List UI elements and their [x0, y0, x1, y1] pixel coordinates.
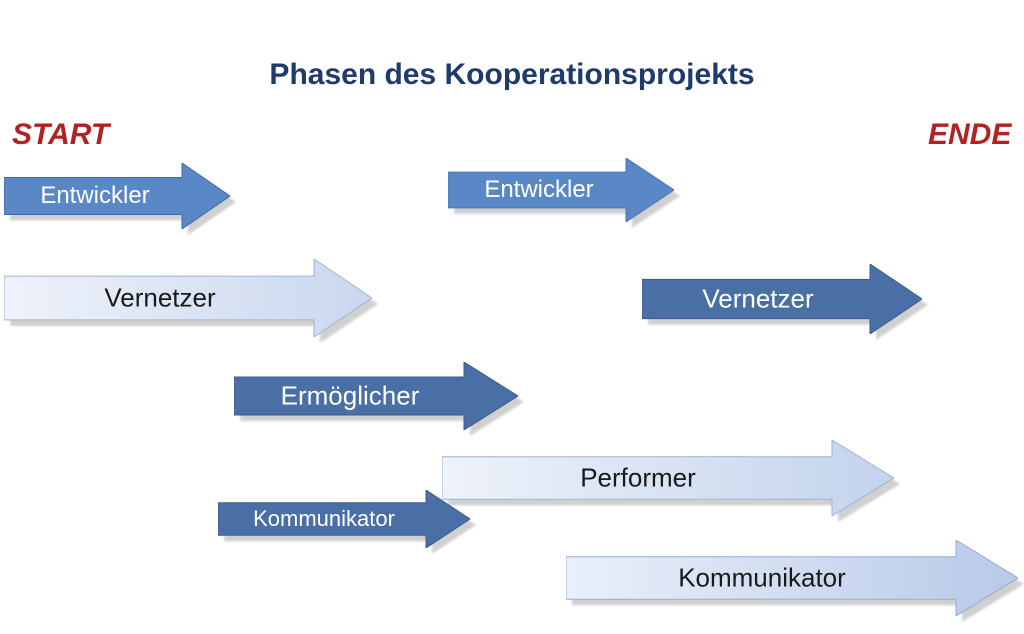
diagram-title: Phasen des Kooperationsprojekts	[269, 58, 754, 92]
arrow-vernetzer-2: Vernetzer	[642, 264, 922, 334]
arrow-shape	[4, 259, 372, 342]
arrow-shape	[448, 158, 674, 227]
arrow-performer: Performer	[442, 440, 894, 516]
arrow-shape	[642, 264, 922, 339]
arrow-shape	[442, 440, 894, 521]
end-label: ENDE	[928, 118, 1011, 152]
arrow-shape	[234, 362, 518, 435]
arrow-ermoeglicher: Ermöglicher	[234, 362, 518, 430]
arrow-entwickler-2: Entwickler	[448, 158, 674, 222]
arrow-shape	[218, 490, 470, 553]
arrow-shape	[566, 540, 1018, 621]
arrow-entwickler-1: Entwickler	[4, 163, 230, 229]
arrow-kommunikator-2: Kommunikator	[566, 540, 1018, 616]
arrow-vernetzer-1: Vernetzer	[4, 259, 372, 337]
start-label: START	[12, 118, 109, 152]
arrow-shape	[4, 163, 230, 234]
arrow-kommunikator-1: Kommunikator	[218, 490, 470, 548]
